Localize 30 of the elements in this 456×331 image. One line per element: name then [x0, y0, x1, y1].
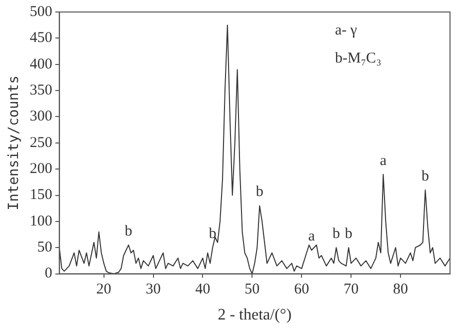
- x-tick-label: 80: [393, 282, 408, 298]
- annotation: b: [124, 223, 132, 240]
- x-tick-label: 60: [294, 282, 310, 298]
- y-tick-label: 250: [30, 134, 52, 151]
- y-tick-label: 450: [30, 30, 52, 46]
- x-tick-label: 40: [195, 282, 210, 298]
- annotation: b: [422, 168, 430, 184]
- y-tick-label: 500: [30, 4, 52, 20]
- y-tick-label: 300: [30, 108, 52, 125]
- annotation: a: [380, 152, 387, 169]
- y-tick-label: 150: [30, 187, 52, 204]
- x-tick-label: 70: [344, 282, 359, 298]
- y-tick-label: 50: [37, 240, 52, 256]
- annotation: a- γ: [335, 22, 358, 38]
- x-tick-label: 20: [96, 282, 112, 298]
- y-tick-label: 200: [30, 161, 52, 178]
- x-axis-title: 2 - theta/(°): [218, 306, 292, 324]
- annotation: b: [332, 226, 340, 242]
- y-tick-label: 350: [30, 82, 52, 98]
- annotation: b: [256, 184, 264, 200]
- y-tick-label: 400: [30, 56, 52, 72]
- y-tick-label: 100: [30, 213, 52, 230]
- annotation: b: [208, 226, 216, 242]
- x-tick-label: 50: [244, 282, 260, 298]
- annotation: a: [308, 228, 316, 245]
- annotation: b-M₇C₃: [335, 50, 382, 66]
- y-tick-label: 0: [44, 266, 52, 282]
- annotation: b: [344, 226, 352, 242]
- x-tick-label: 30: [146, 282, 161, 298]
- y-axis-title: Intensity/counts: [6, 75, 22, 210]
